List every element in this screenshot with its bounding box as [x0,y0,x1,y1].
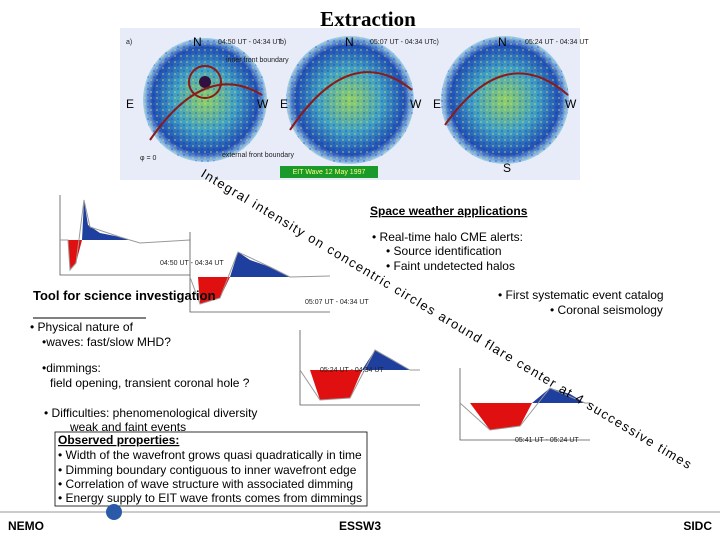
north: N [193,35,202,49]
observed-box [54,431,368,507]
time: 04:50 UT - 04:34 UT [218,39,282,46]
panel-label: a) [126,39,132,46]
panel-b: b) N 05:07 UT - 04:34 UT E W [280,35,434,164]
time: 05:07 UT - 04:34 UT [370,39,434,46]
logo [106,504,122,520]
item: • Faint undetected halos [386,259,515,273]
west: W [410,97,422,111]
east: E [433,97,441,111]
image-caption: EIT Wave 12 May 1997 [293,169,366,176]
plot: 05:24 UT - 04:34 UT [299,330,420,406]
item: •waves: fast/slow MHD? [42,335,171,349]
footer-center: ESSW3 [339,519,381,533]
item: • Correlation of wave structure with ass… [58,477,353,491]
panel-a: a) N 04:50 UT - 04:34 UT inner front bou… [126,35,294,162]
title: Extraction [320,7,416,31]
panel-c: c) N 05:24 UT - 04:34 UT E W S [433,35,589,175]
item: •dimmings: [42,361,101,375]
item: • Physical nature of [30,320,134,334]
item: • First systematic event catalog [498,288,664,302]
panel-label: c) [433,39,439,46]
plot: 05:07 UT - 04:34 UT [189,232,369,313]
item: • Difficulties: phenomenological diversi… [44,406,257,420]
east: E [126,97,134,111]
heading-text: Tool for science investigation [33,288,216,303]
east: E [280,97,288,111]
north: N [498,35,507,49]
west: W [257,97,269,111]
plot: 05:41 UT - 05:24 UT [459,368,590,444]
item: • Source identification [386,244,502,258]
north: N [345,35,354,49]
plot-time: 05:24 UT - 04:34 UT [320,367,384,374]
note: external front boundary [222,152,294,159]
panel-label: b) [280,39,286,46]
phi: φ = 0 [140,155,157,162]
item: • Real-time halo CME alerts: [372,230,523,244]
heading: Tool for science investigation [33,288,216,303]
item: • Coronal seismology [550,303,663,317]
item: • Width of the wavefront grows quasi qua… [58,448,362,462]
plot-time: 05:07 UT - 04:34 UT [305,299,369,306]
note: inner front boundary [226,57,289,64]
plot-time: 05:41 UT - 05:24 UT [515,437,579,444]
heading: Observed properties: [58,433,179,447]
footer-left: NEMO [8,519,44,533]
time: 05:24 UT - 04:34 UT [525,39,589,46]
item: weak and faint events [69,420,186,434]
plot-time: 04:50 UT - 04:34 UT [160,260,224,267]
west: W [565,97,577,111]
heading: Space weather applications [370,204,528,218]
footer-right: SIDC [683,519,712,533]
caption-box [280,166,378,178]
item: • Dimming boundary contiguous to inner w… [58,463,357,477]
south: S [503,161,511,175]
plot: 04:50 UT - 04:34 UT [59,195,224,276]
item: • Energy supply to EIT wave fronts comes… [58,491,362,505]
item: field opening, transient coronal hole ? [50,376,250,390]
